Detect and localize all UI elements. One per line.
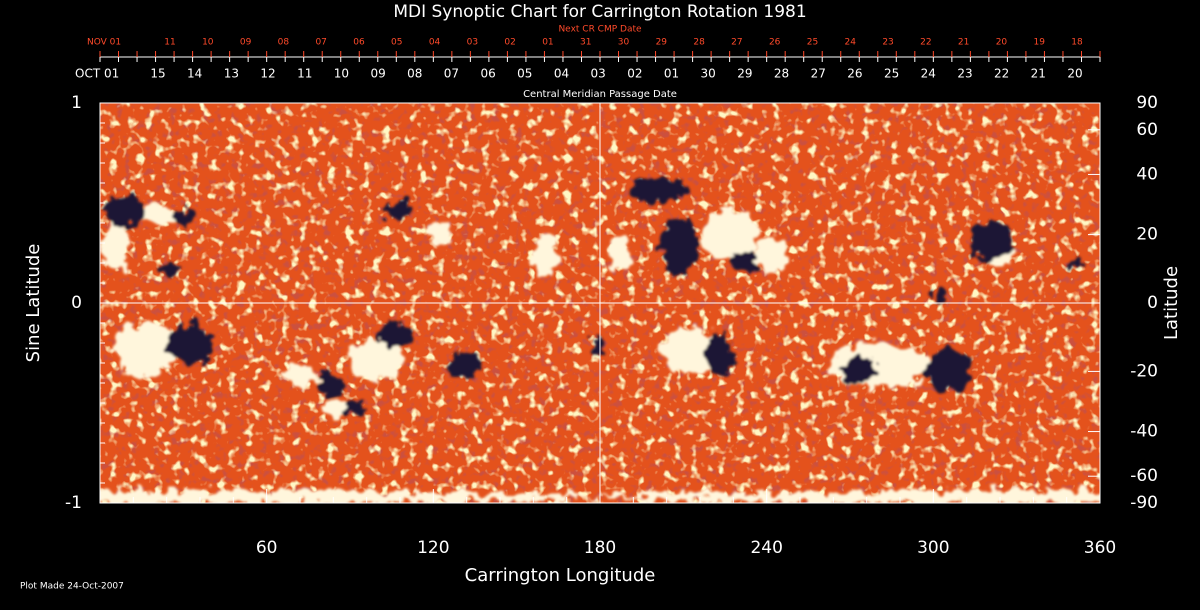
- x-tick-label: 300: [917, 538, 949, 558]
- next-cmp-date-day: 21: [958, 38, 969, 48]
- cmp-date-day: 05: [517, 67, 532, 81]
- y2-tick-label: 0: [1147, 293, 1158, 313]
- next-cmp-date-start: NOV 01: [87, 38, 121, 48]
- y2-tick-label: 60: [1136, 120, 1158, 140]
- x-axis-label: Carrington Longitude: [465, 565, 656, 586]
- cmp-date-start: OCT 01: [75, 67, 119, 81]
- cmp-date-day: 25: [884, 67, 899, 81]
- next-cmp-date-day: 23: [882, 38, 893, 48]
- y2-tick-label: 90: [1136, 93, 1158, 113]
- cmp-date-day: 13: [224, 67, 239, 81]
- y-tick-label: 0: [71, 293, 82, 313]
- cmp-date-day: 23: [957, 67, 972, 81]
- y-tick-label: 1: [71, 93, 82, 113]
- next-cmp-date-day: 09: [240, 38, 252, 48]
- next-cmp-date-day: 06: [353, 38, 365, 48]
- next-cmp-date-day: 20: [996, 38, 1008, 48]
- next-cmp-date-day: 18: [1071, 38, 1083, 48]
- cmp-date-day: 12: [260, 67, 275, 81]
- cmp-date-day: 08: [407, 67, 422, 81]
- next-cmp-date-day: 29: [656, 38, 668, 48]
- cmp-date-day: 15: [150, 67, 165, 81]
- next-cmp-date-day: 07: [315, 38, 326, 48]
- next-cmp-date-day: 30: [618, 38, 630, 48]
- y-tick-label: -1: [65, 493, 82, 513]
- next-cmp-date-day: 10: [202, 38, 214, 48]
- cmp-date-day: 24: [921, 67, 936, 81]
- cmp-date-day: 11: [297, 67, 312, 81]
- cmp-date-day: 30: [701, 67, 716, 81]
- y-axis-label: Sine Latitude: [23, 244, 44, 363]
- next-cmp-date-day: 03: [467, 38, 478, 48]
- next-cmp-date-day: 11: [164, 38, 175, 48]
- y2-tick-label: -60: [1130, 466, 1158, 486]
- next-cmp-date-day: 24: [845, 38, 857, 48]
- next-cmp-date-day: 19: [1033, 38, 1045, 48]
- next-cmp-date-day: 26: [769, 38, 781, 48]
- x-tick-label: 360: [1084, 538, 1116, 558]
- cmp-date-day: 04: [554, 67, 569, 81]
- next-cmp-date-day: 08: [278, 38, 290, 48]
- cmp-date-day: 09: [370, 67, 385, 81]
- next-cmp-axis-label: Next CR CMP Date: [558, 25, 642, 35]
- cmp-date-day: 07: [444, 67, 459, 81]
- x-tick-label: 180: [584, 538, 616, 558]
- next-cmp-date-day: 04: [429, 38, 441, 48]
- next-cmp-date-day: 25: [807, 38, 818, 48]
- y2-tick-label: 40: [1136, 164, 1158, 184]
- cmp-date-day: 26: [847, 67, 862, 81]
- cmp-date-day: 10: [334, 67, 349, 81]
- next-cmp-date-day: 02: [504, 38, 515, 48]
- cmp-date-day: 27: [811, 67, 826, 81]
- next-cmp-date-day: 28: [693, 38, 705, 48]
- cmp-date-day: 28: [774, 67, 789, 81]
- cmp-date-day: 03: [591, 67, 606, 81]
- y2-axis-label: Latitude: [1161, 266, 1182, 340]
- y2-tick-label: -90: [1130, 493, 1158, 513]
- cmp-date-day: 20: [1067, 67, 1082, 81]
- cmp-date-day: 01: [664, 67, 679, 81]
- x-tick-label: 60: [256, 538, 278, 558]
- cmp-axis-label: Central Meridian Passage Date: [523, 89, 677, 100]
- cmp-date-day: 06: [480, 67, 495, 81]
- next-cmp-date-day: 27: [731, 38, 742, 48]
- footer: Plot Made 24-Oct-2007: [20, 582, 124, 592]
- cmp-date-day: 21: [1031, 67, 1046, 81]
- cmp-date-day: 14: [187, 67, 202, 81]
- y2-tick-label: -40: [1130, 422, 1158, 442]
- cmp-date-day: 02: [627, 67, 642, 81]
- next-cmp-date-day: 22: [920, 38, 931, 48]
- y2-tick-label: 20: [1136, 225, 1158, 245]
- y2-tick-label: -20: [1130, 361, 1158, 381]
- next-cmp-date-day: 01: [542, 38, 553, 48]
- cmp-date-day: 29: [737, 67, 752, 81]
- x-tick-label: 120: [417, 538, 449, 558]
- next-cmp-date-day: 31: [580, 38, 591, 48]
- x-tick-label: 240: [750, 538, 782, 558]
- next-cmp-date-day: 05: [391, 38, 402, 48]
- cmp-date-day: 22: [994, 67, 1009, 81]
- chart-title: MDI Synoptic Chart for Carrington Rotati…: [393, 2, 806, 22]
